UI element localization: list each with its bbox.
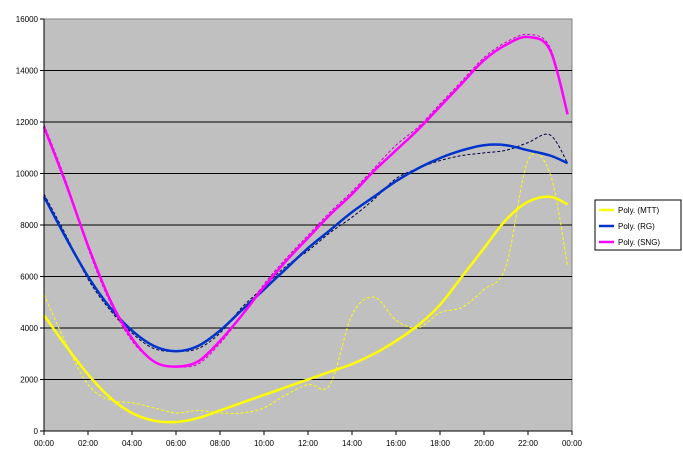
- series-group: [42, 33, 569, 424]
- legend-label: Poly. (SNG): [618, 238, 660, 247]
- series-raw-line: [43, 133, 569, 352]
- y-tick-label: 14000: [16, 67, 39, 76]
- x-tick-label: 12:00: [298, 439, 319, 448]
- y-tick-label: 0: [34, 427, 39, 436]
- x-tick-label: 00:00: [34, 439, 55, 448]
- legend: Poly. (MTT) Poly. (RG) Poly. (SNG): [594, 199, 682, 251]
- x-tick-label: 10:00: [254, 439, 275, 448]
- x-tick-label: 18:00: [430, 439, 451, 448]
- grid-lines: [44, 70, 572, 380]
- y-axis-ticks: 0 2000 4000 6000 8000 10000 12000 14000 16000: [16, 15, 44, 436]
- x-tick-label: 16:00: [386, 439, 407, 448]
- y-tick-label: 6000: [20, 273, 38, 282]
- y-tick-label: 4000: [20, 324, 38, 333]
- x-tick-label: 08:00: [210, 439, 231, 448]
- legend-label: Poly. (MTT): [618, 206, 660, 215]
- x-tick-label: 02:00: [78, 439, 99, 448]
- series-raw-line: [43, 33, 569, 368]
- series-trend-line: [42, 195, 569, 424]
- x-tick-label: 04:00: [122, 439, 143, 448]
- y-tick-label: 10000: [16, 170, 39, 179]
- y-tick-label: 16000: [16, 15, 39, 24]
- series-trend-line: [42, 143, 569, 353]
- series-trend-line: [42, 35, 569, 368]
- series-raw-line: [43, 152, 569, 414]
- legend-label: Poly. (RG): [618, 222, 655, 231]
- x-tick-label: 22:00: [518, 439, 539, 448]
- y-tick-label: 2000: [20, 376, 38, 385]
- x-tick-label: 06:00: [166, 439, 187, 448]
- x-axis-ticks: 00:00 02:00 04:00 06:00 08:00 10:00 12:00 14:00…: [34, 431, 583, 448]
- y-tick-label: 12000: [16, 118, 39, 127]
- x-tick-label: 00:00: [562, 439, 583, 448]
- x-tick-label: 20:00: [474, 439, 495, 448]
- x-tick-label: 14:00: [342, 439, 363, 448]
- y-tick-label: 8000: [20, 221, 38, 230]
